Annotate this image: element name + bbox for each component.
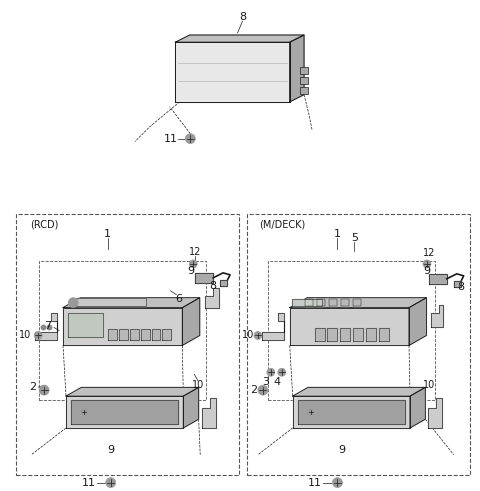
Circle shape [258, 385, 268, 395]
Text: 8: 8 [239, 12, 246, 22]
Circle shape [333, 478, 342, 488]
Bar [16, 214, 239, 475]
Polygon shape [429, 274, 447, 284]
Bar [300, 67, 308, 74]
Polygon shape [410, 387, 425, 428]
Polygon shape [220, 280, 227, 286]
Polygon shape [314, 327, 324, 341]
Polygon shape [305, 299, 313, 306]
Text: 9: 9 [338, 445, 345, 455]
Text: 6: 6 [175, 294, 182, 304]
Polygon shape [76, 298, 146, 306]
Polygon shape [35, 313, 57, 340]
Polygon shape [327, 327, 337, 341]
Polygon shape [63, 308, 182, 345]
Polygon shape [182, 298, 200, 345]
Text: 7: 7 [45, 321, 52, 330]
Polygon shape [353, 327, 363, 341]
Text: 1: 1 [334, 229, 341, 239]
Circle shape [267, 368, 275, 376]
Polygon shape [183, 387, 199, 428]
Polygon shape [108, 328, 117, 340]
Polygon shape [66, 387, 199, 396]
Circle shape [423, 260, 431, 268]
Text: 9: 9 [107, 445, 114, 455]
Circle shape [68, 298, 78, 308]
Circle shape [308, 409, 313, 415]
Polygon shape [162, 328, 171, 340]
Bar [39, 261, 206, 400]
Text: 10: 10 [242, 330, 254, 340]
Polygon shape [298, 400, 405, 424]
Text: 5: 5 [351, 233, 358, 243]
Text: 9: 9 [423, 266, 431, 276]
Circle shape [189, 260, 197, 268]
Bar [300, 77, 308, 84]
Polygon shape [152, 328, 160, 340]
Text: 11: 11 [163, 134, 178, 144]
Polygon shape [432, 304, 444, 327]
Polygon shape [141, 328, 150, 340]
Polygon shape [428, 398, 442, 428]
Polygon shape [290, 308, 409, 345]
Polygon shape [63, 298, 200, 308]
Text: 3: 3 [263, 377, 269, 387]
Polygon shape [202, 398, 216, 428]
Polygon shape [341, 299, 348, 306]
Text: 9: 9 [188, 266, 195, 276]
Polygon shape [71, 400, 179, 424]
Bar [247, 214, 469, 475]
Polygon shape [329, 299, 336, 306]
Text: 11: 11 [308, 478, 322, 488]
Text: 11: 11 [82, 478, 96, 488]
Text: 2: 2 [251, 385, 257, 395]
Bar [268, 261, 435, 400]
Text: 10: 10 [192, 380, 204, 390]
Bar [300, 87, 308, 94]
Circle shape [39, 385, 49, 395]
Polygon shape [379, 327, 389, 341]
Polygon shape [366, 327, 376, 341]
Polygon shape [68, 313, 103, 337]
Text: 12: 12 [189, 247, 202, 257]
Polygon shape [262, 313, 284, 340]
Polygon shape [292, 299, 322, 306]
Polygon shape [293, 387, 425, 396]
Text: 10: 10 [19, 330, 31, 340]
Polygon shape [409, 298, 426, 345]
Text: (RCD): (RCD) [30, 219, 59, 229]
Polygon shape [119, 328, 128, 340]
Polygon shape [353, 299, 360, 306]
Circle shape [81, 409, 87, 415]
Polygon shape [290, 298, 426, 308]
Circle shape [254, 331, 262, 339]
Text: 4: 4 [273, 377, 280, 387]
Polygon shape [195, 273, 213, 283]
Text: 1: 1 [104, 229, 111, 239]
Text: (M/DECK): (M/DECK) [259, 219, 305, 229]
Circle shape [106, 478, 116, 488]
Polygon shape [130, 328, 139, 340]
Text: 10: 10 [423, 380, 435, 390]
Text: 8: 8 [457, 282, 464, 292]
Text: 8: 8 [210, 281, 216, 291]
Polygon shape [317, 299, 325, 306]
Polygon shape [175, 35, 304, 42]
Polygon shape [340, 327, 350, 341]
Polygon shape [66, 396, 183, 428]
Polygon shape [293, 396, 410, 428]
Circle shape [34, 331, 42, 339]
Polygon shape [454, 281, 461, 287]
Circle shape [278, 368, 286, 376]
Polygon shape [290, 35, 304, 102]
Circle shape [185, 134, 195, 143]
Text: 2: 2 [29, 382, 36, 392]
Polygon shape [175, 42, 290, 102]
Text: 12: 12 [423, 248, 435, 258]
Polygon shape [204, 288, 218, 308]
